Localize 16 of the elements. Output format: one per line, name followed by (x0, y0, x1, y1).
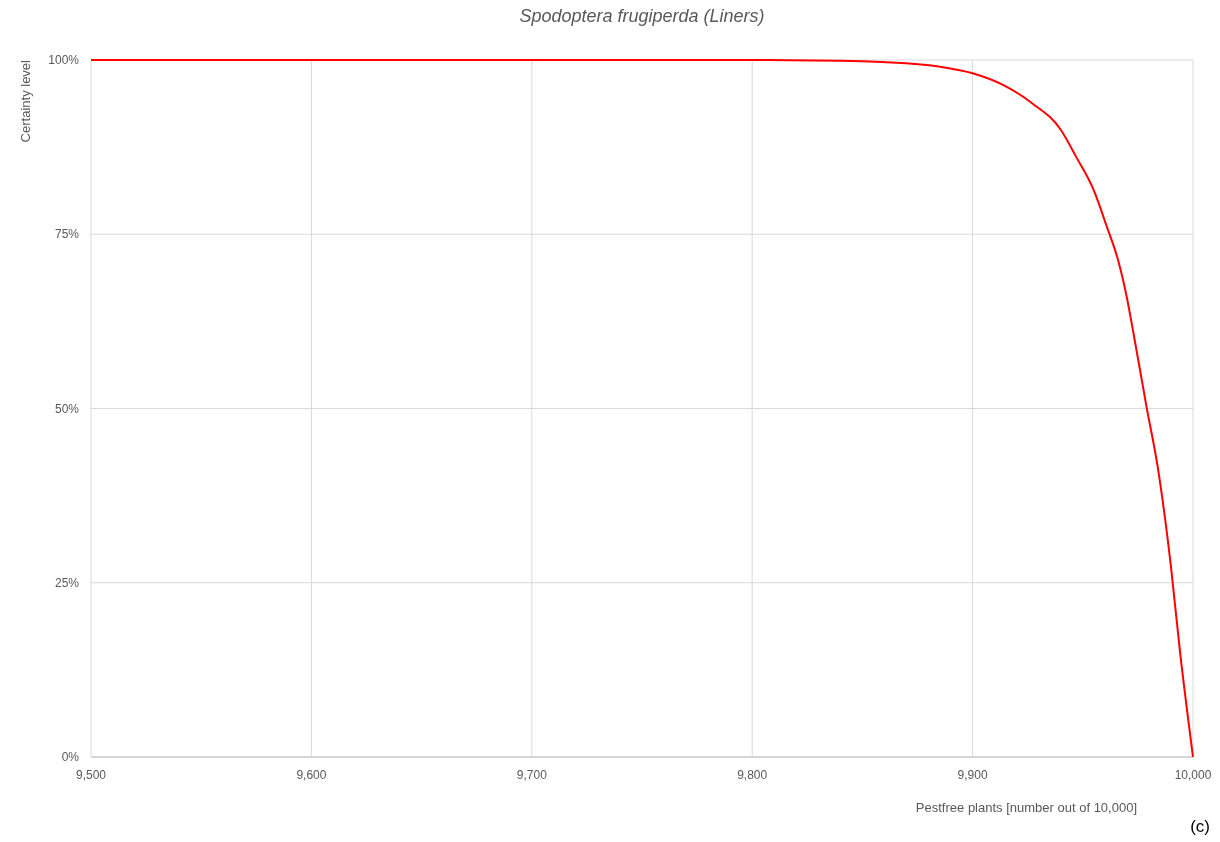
y-tick-label: 50% (54, 401, 80, 416)
y-tick-label: 100% (48, 53, 80, 68)
x-tick-label: 9,800 (737, 768, 768, 782)
x-axis-title: Pestfree plants [number out of 10,000] (915, 800, 1137, 815)
x-tick-label: 10,000 (1174, 768, 1212, 782)
y-tick-label: 25% (54, 575, 80, 590)
x-tick-label: 9,500 (75, 768, 107, 782)
x-tick-label: 9,600 (296, 768, 327, 782)
y-tick-label: 75% (54, 227, 80, 242)
x-tick-label: 9,700 (516, 768, 548, 782)
chart-title: Spodoptera frugiperda (Liners) (519, 6, 765, 26)
line-series (90, 59, 1194, 758)
y-tick-label: 0% (61, 750, 80, 765)
y-axis-title: Certainty level (18, 59, 33, 143)
x-tick-label: 9,900 (957, 768, 988, 782)
text: (c) (1190, 817, 1210, 836)
